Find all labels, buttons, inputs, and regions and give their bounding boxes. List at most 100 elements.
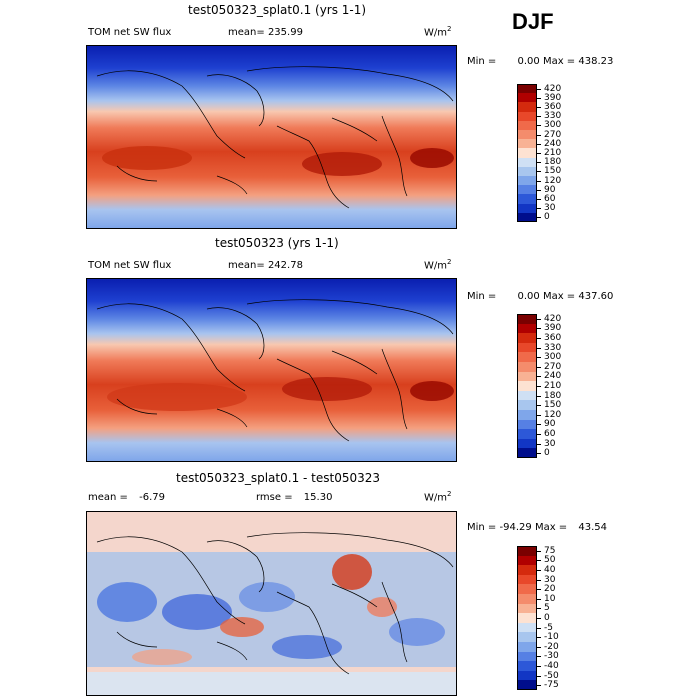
colorbar-swatch bbox=[517, 546, 537, 557]
colorbar-swatch bbox=[517, 622, 537, 633]
colorbar-label: 150 bbox=[544, 166, 562, 177]
colorbar-swatch bbox=[517, 632, 537, 643]
colorbar-label: 420 bbox=[544, 313, 562, 324]
panel-1-field bbox=[87, 46, 456, 228]
colorbar-label: 30 bbox=[544, 203, 556, 214]
colorbar-label: 360 bbox=[544, 102, 562, 112]
colorbar-label: 150 bbox=[544, 400, 562, 411]
colorbar-tick bbox=[537, 171, 541, 173]
colorbar-swatch bbox=[517, 93, 537, 103]
colorbar-label: -75 bbox=[544, 680, 559, 691]
panel-3-rmse-label: rmse = bbox=[256, 492, 293, 503]
colorbar-swatch bbox=[517, 120, 537, 131]
panel-1-max-pacific bbox=[102, 146, 192, 170]
panel-1-colorbar: 420 390 360 330 300 270 240 210 180 150 120 90 60 30 0 bbox=[517, 84, 577, 223]
panel-1-mean: mean= 235.99 bbox=[228, 27, 303, 38]
colorbar-swatch bbox=[517, 102, 537, 113]
colorbar-tick bbox=[537, 414, 541, 416]
colorbar-label: 60 bbox=[544, 194, 556, 204]
colorbar-label: -50 bbox=[544, 670, 559, 681]
colorbar-label: 90 bbox=[544, 184, 556, 195]
panel-2-max-indian bbox=[410, 381, 454, 401]
colorbar-tick bbox=[537, 208, 541, 210]
colorbar-swatch bbox=[517, 157, 537, 168]
panel-2-mean-value: 242.78 bbox=[267, 260, 303, 271]
colorbar-label: 240 bbox=[544, 138, 562, 149]
panel-2-mean: mean= 242.78 bbox=[228, 260, 303, 271]
colorbar-label: 20 bbox=[544, 584, 556, 595]
colorbar-frame bbox=[517, 84, 537, 222]
colorbar-tick bbox=[537, 134, 541, 136]
colorbar-tick bbox=[537, 405, 541, 407]
colorbar-swatch bbox=[517, 84, 537, 94]
panel-1-max-atlantic bbox=[302, 152, 382, 176]
colorbar-tick bbox=[537, 395, 541, 397]
colorbar-swatch bbox=[517, 429, 537, 440]
colorbar-tick bbox=[537, 318, 541, 320]
panel-1-map-svg bbox=[87, 46, 456, 228]
colorbar-tick bbox=[537, 97, 541, 99]
panel-2-field bbox=[87, 279, 456, 461]
panel-1-mean-value: 235.99 bbox=[267, 27, 303, 38]
colorbar-tick bbox=[537, 589, 541, 591]
panel-2-max-value: 437.60 bbox=[578, 291, 614, 302]
colorbar-label: -10 bbox=[544, 632, 559, 643]
colorbar-label: 60 bbox=[544, 429, 556, 439]
panel-1-units-exp: 2 bbox=[447, 25, 452, 33]
colorbar-label: 0 bbox=[544, 448, 550, 459]
panel-1-max-label: Max = bbox=[542, 56, 576, 67]
colorbar-swatch bbox=[517, 565, 537, 576]
panel-2-title: test050323 (yrs 1-1) bbox=[215, 236, 339, 250]
colorbar-tick bbox=[537, 579, 541, 581]
colorbar-swatch bbox=[517, 400, 537, 411]
colorbar-label: 270 bbox=[544, 129, 562, 140]
colorbar-label: -5 bbox=[544, 622, 553, 633]
panel-2-minmax: Min = 0.00 Max = 437.60 bbox=[467, 291, 613, 302]
panel-3-units-exp: 2 bbox=[447, 490, 452, 498]
colorbar-label: 120 bbox=[544, 175, 562, 186]
colorbar-swatch bbox=[517, 574, 537, 585]
colorbar-label: 210 bbox=[544, 381, 562, 391]
colorbar-tick bbox=[537, 637, 541, 639]
colorbar-tick bbox=[537, 125, 541, 127]
colorbar-tick bbox=[537, 376, 541, 378]
colorbar-label: 90 bbox=[544, 419, 556, 430]
colorbar-tick bbox=[537, 608, 541, 610]
panel-1-coastlines bbox=[96, 66, 454, 209]
panel-1-max-indian bbox=[410, 148, 454, 168]
colorbar-frame bbox=[517, 546, 537, 690]
colorbar-swatch bbox=[517, 139, 537, 149]
colorbar-tick bbox=[537, 550, 541, 552]
colorbar-tick bbox=[537, 453, 541, 455]
colorbar-tick bbox=[537, 338, 541, 339]
colorbar-tick bbox=[537, 116, 541, 118]
panel-3-colorbar: 75 50 40 30 20 10 5 0 -5 -10 -20 -30 -40 -50 -75 bbox=[517, 546, 577, 691]
colorbar-tick bbox=[537, 560, 541, 562]
panel-3-map bbox=[86, 511, 457, 696]
colorbar-label: 180 bbox=[544, 390, 562, 401]
colorbar-swatch bbox=[517, 203, 537, 214]
panel-3-minmax: Min = -94.29 Max = 43.54 bbox=[467, 522, 607, 533]
colorbar-label: 300 bbox=[544, 120, 562, 131]
colorbar-tick bbox=[537, 627, 541, 629]
panel-3-max-label: Max = bbox=[534, 522, 568, 533]
colorbar-label: 360 bbox=[544, 333, 562, 343]
panel-3-mean-label: mean = bbox=[88, 492, 128, 503]
colorbar-tick bbox=[537, 153, 541, 154]
panel-2-units-base: W/m bbox=[424, 260, 447, 272]
panel-1-max-value: 438.23 bbox=[578, 56, 614, 67]
colorbar-label: -20 bbox=[544, 641, 559, 652]
colorbar-label: 120 bbox=[544, 409, 562, 420]
colorbar-label: -40 bbox=[544, 661, 559, 671]
colorbar-swatch bbox=[517, 212, 537, 223]
panel-3-min-label: Min = bbox=[467, 522, 497, 533]
colorbar-label: 180 bbox=[544, 157, 562, 168]
colorbar-label: 330 bbox=[544, 342, 562, 353]
colorbar-tick bbox=[537, 143, 541, 145]
colorbar-label: 330 bbox=[544, 111, 562, 122]
colorbar-swatch bbox=[517, 342, 537, 353]
colorbar-swatch bbox=[517, 185, 537, 195]
colorbar-tick bbox=[537, 618, 541, 619]
panel-3-mean-value: -6.79 bbox=[139, 492, 165, 503]
colorbar-frame bbox=[517, 314, 537, 458]
